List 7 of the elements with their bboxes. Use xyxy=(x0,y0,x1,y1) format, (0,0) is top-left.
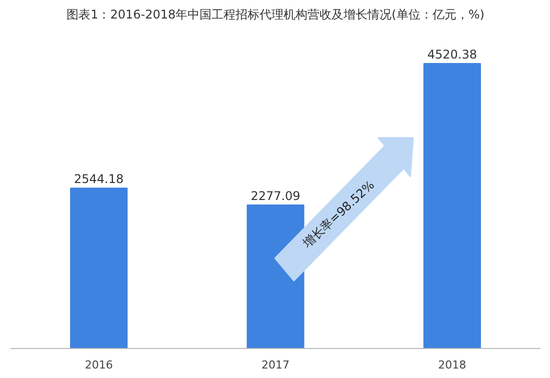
data-label: 4520.38 xyxy=(427,48,477,62)
data-label: 2277.09 xyxy=(250,188,300,203)
chart-title: 图表1：2016-2018年中国工程招标代理机构营收及增长情况(单位：亿元，%) xyxy=(66,8,484,22)
x-tick-label: 2018 xyxy=(438,358,466,372)
x-tick-label: 2016 xyxy=(84,358,113,372)
x-tick-label: 2017 xyxy=(262,358,290,372)
data-label: 2544.18 xyxy=(74,172,124,186)
